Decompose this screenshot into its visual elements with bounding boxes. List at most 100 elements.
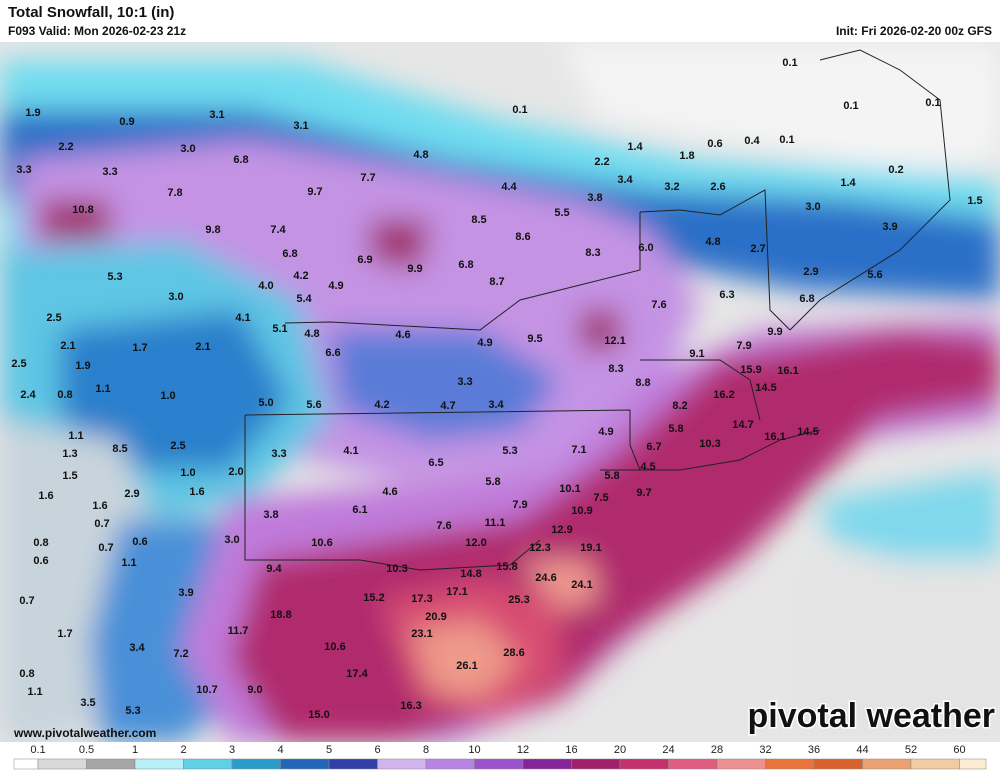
snowfall-label: 5.3	[502, 445, 517, 457]
snowfall-label: 7.9	[736, 340, 751, 352]
snowfall-label: 15.2	[363, 592, 384, 604]
snowfall-label: 3.5	[80, 697, 95, 709]
snowfall-label: 6.9	[357, 254, 372, 266]
colorbar-swatch	[522, 758, 572, 770]
snowfall-label: 7.7	[360, 172, 375, 184]
snowfall-label: 3.9	[882, 221, 897, 233]
colorbar-label: 2	[180, 744, 186, 756]
snowfall-label: 0.6	[132, 536, 147, 548]
snowfall-label: 3.9	[178, 587, 193, 599]
snowfall-label: 0.8	[57, 389, 72, 401]
snowfall-label: 1.1	[121, 557, 136, 569]
snowfall-label: 14.5	[797, 426, 818, 438]
snowfall-label: 4.1	[343, 445, 358, 457]
snowfall-label: 2.5	[11, 358, 26, 370]
snowfall-label: 3.8	[263, 509, 278, 521]
colorbar-label: 0.1	[30, 744, 45, 756]
snowfall-label: 7.8	[167, 187, 182, 199]
snowfall-label: 6.8	[458, 259, 473, 271]
snowfall-label: 12.3	[529, 542, 550, 554]
snowfall-label: 7.6	[651, 299, 666, 311]
snowfall-label: 9.1	[689, 348, 704, 360]
snowfall-label: 3.3	[271, 448, 286, 460]
snowfall-label: 19.1	[580, 542, 601, 554]
colorbar-label: 32	[759, 744, 771, 756]
snowfall-label: 5.0	[258, 397, 273, 409]
snowfall-label: 6.8	[799, 293, 814, 305]
colorbar-swatch	[668, 758, 718, 770]
snowfall-label: 12.1	[604, 335, 625, 347]
snowfall-label: 7.9	[512, 499, 527, 511]
snowfall-label: 1.6	[92, 500, 107, 512]
snowfall-label: 0.8	[19, 668, 34, 680]
colorbar-label: 8	[423, 744, 429, 756]
snowfall-label: 12.0	[465, 537, 486, 549]
snowfall-label: 5.3	[107, 271, 122, 283]
snowfall-label: 8.5	[471, 214, 486, 226]
colorbar-swatch	[959, 758, 987, 770]
snowfall-label: 4.9	[328, 280, 343, 292]
snowfall-label: 0.1	[843, 100, 858, 112]
snowfall-label: 0.1	[925, 97, 940, 109]
snowfall-label: 1.6	[38, 490, 53, 502]
snowfall-label: 2.0	[228, 466, 243, 478]
snowfall-label: 10.6	[311, 537, 332, 549]
snowfall-label: 3.0	[805, 201, 820, 213]
snowfall-label: 14.5	[755, 382, 776, 394]
colorbar-swatch	[765, 758, 815, 770]
snowfall-label: 1.5	[967, 195, 982, 207]
colorbar-swatch	[571, 758, 621, 770]
snowfall-label: 0.7	[94, 518, 109, 530]
snowfall-label: 5.6	[867, 269, 882, 281]
snowfall-label: 1.4	[840, 177, 856, 189]
snowfall-label: 0.7	[19, 595, 34, 607]
snowfall-label: 10.6	[324, 641, 345, 653]
snowfall-field	[0, 42, 1000, 742]
snowfall-label: 4.5	[640, 461, 655, 473]
snowfall-label: 9.8	[205, 224, 220, 236]
snowfall-label: 6.6	[325, 347, 340, 359]
snowfall-label: 3.1	[209, 109, 224, 121]
colorbar-swatch	[37, 758, 87, 770]
snowfall-label: 4.0	[258, 280, 273, 292]
snowfall-label: 11.1	[485, 517, 506, 529]
snowfall-label: 1.8	[679, 150, 694, 162]
snowfall-label: 14.7	[732, 419, 753, 431]
snowfall-label: 6.3	[719, 289, 734, 301]
snowfall-label: 4.8	[304, 328, 319, 340]
colorbar-label: 1	[132, 744, 138, 756]
colorbar-label: 0.5	[79, 744, 94, 756]
init-time: Init: Fri 2026-02-20 00z GFS	[836, 24, 992, 38]
colorbar-label: 4	[277, 744, 283, 756]
snowfall-label: 17.1	[446, 586, 467, 598]
snowfall-label: 4.8	[413, 149, 428, 161]
snowfall-label: 6.0	[638, 242, 653, 254]
snowfall-label: 24.6	[535, 572, 556, 584]
snowfall-label: 3.0	[224, 534, 239, 546]
snowfall-label: 6.8	[282, 248, 297, 260]
snowfall-label: 3.3	[16, 164, 31, 176]
snowfall-label: 7.4	[270, 224, 286, 236]
colorbar-label: 36	[808, 744, 820, 756]
snowfall-label: 2.7	[750, 243, 765, 255]
snowfall-label: 3.4	[617, 174, 633, 186]
snowfall-label: 0.8	[33, 537, 48, 549]
colorbar-swatch	[910, 758, 960, 770]
snowfall-label: 10.9	[571, 505, 592, 517]
snowfall-label: 10.3	[386, 563, 407, 575]
snowfall-label: 9.7	[636, 487, 651, 499]
snowfall-label: 4.2	[293, 270, 308, 282]
snowfall-label: 0.4	[744, 135, 760, 147]
snowfall-label: 0.6	[707, 138, 722, 150]
snowfall-label: 8.6	[515, 231, 530, 243]
colorbar-label: 10	[468, 744, 480, 756]
snowfall-label: 9.4	[266, 563, 282, 575]
snowfall-label: 8.2	[672, 400, 687, 412]
colorbar-swatch	[86, 758, 136, 770]
colorbar-swatch	[813, 758, 863, 770]
colorbar-swatch	[474, 758, 524, 770]
snowfall-label: 3.0	[168, 291, 183, 303]
colorbar-label: 12	[517, 744, 529, 756]
colorbar-swatch	[377, 758, 427, 770]
